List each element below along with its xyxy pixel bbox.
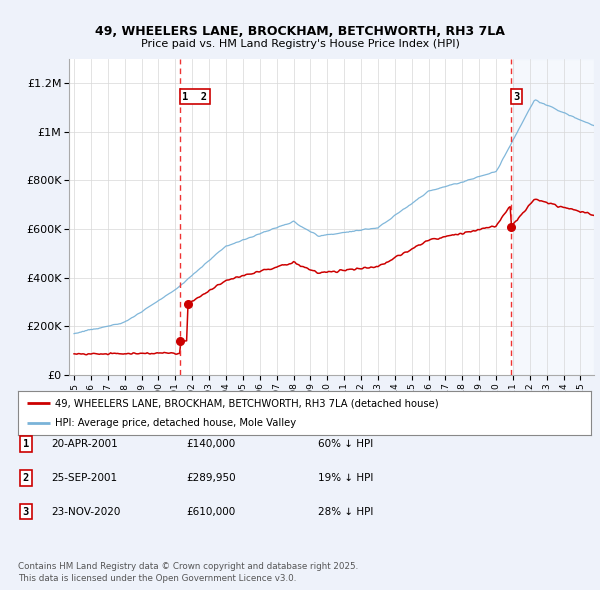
- Text: 23-NOV-2020: 23-NOV-2020: [51, 507, 121, 516]
- Text: 3: 3: [514, 92, 520, 102]
- Bar: [513, 59, 594, 375]
- Text: £610,000: £610,000: [186, 507, 235, 516]
- Text: 1  2: 1 2: [182, 92, 208, 102]
- Text: 25-SEP-2001: 25-SEP-2001: [51, 473, 117, 483]
- Text: 3: 3: [23, 507, 29, 516]
- Text: HPI: Average price, detached house, Mole Valley: HPI: Average price, detached house, Mole…: [55, 418, 296, 428]
- Text: 49, WHEELERS LANE, BROCKHAM, BETCHWORTH, RH3 7LA (detached house): 49, WHEELERS LANE, BROCKHAM, BETCHWORTH,…: [55, 398, 439, 408]
- Text: 60% ↓ HPI: 60% ↓ HPI: [318, 440, 373, 449]
- Text: £140,000: £140,000: [186, 440, 235, 449]
- Text: 1: 1: [23, 440, 29, 449]
- Text: 49, WHEELERS LANE, BROCKHAM, BETCHWORTH, RH3 7LA: 49, WHEELERS LANE, BROCKHAM, BETCHWORTH,…: [95, 25, 505, 38]
- Text: 28% ↓ HPI: 28% ↓ HPI: [318, 507, 373, 516]
- Text: £289,950: £289,950: [186, 473, 236, 483]
- Text: 20-APR-2001: 20-APR-2001: [51, 440, 118, 449]
- Text: Price paid vs. HM Land Registry's House Price Index (HPI): Price paid vs. HM Land Registry's House …: [140, 39, 460, 49]
- Text: Contains HM Land Registry data © Crown copyright and database right 2025.
This d: Contains HM Land Registry data © Crown c…: [18, 562, 358, 583]
- Text: 19% ↓ HPI: 19% ↓ HPI: [318, 473, 373, 483]
- Text: 2: 2: [23, 473, 29, 483]
